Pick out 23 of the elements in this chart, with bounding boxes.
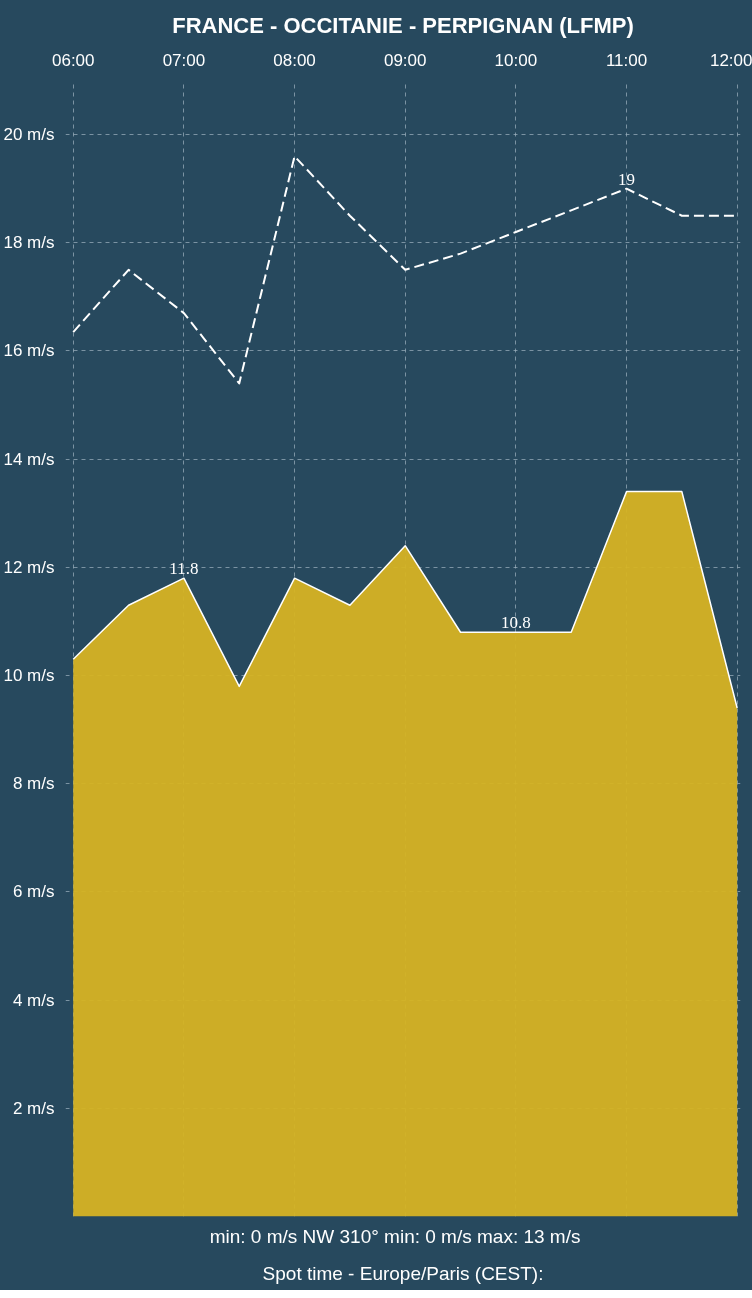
x-tick-label: 09:00 (383, 50, 427, 70)
data-label: 11.8 (169, 559, 199, 579)
x-tick-label: 08:00 (273, 50, 316, 70)
y-tick-label: 2 m/s (12, 1098, 55, 1118)
x-tick-label: 07:00 (162, 50, 206, 70)
y-tick-label: 10 m/s (3, 666, 55, 686)
x-tick-label: 06:00 (51, 50, 95, 70)
text: Spot time - Europe/Paris (CEST): (262, 1262, 544, 1284)
y-tick-label: 20 m/s (3, 125, 55, 145)
text: min: 0 m/s NW 310° min: 0 m/s max: 13 m/s (209, 1225, 581, 1247)
y-tick-label: 8 m/s (12, 774, 55, 794)
x-tick-label: 12:00 (709, 50, 752, 70)
y-tick-label: 4 m/s (12, 990, 55, 1010)
y-tick-label: 12 m/s (3, 557, 55, 577)
y-tick-label: 6 m/s (12, 882, 55, 902)
chart-title: FRANCE - OCCITANIE - PERPIGNAN (LFMP) (172, 12, 634, 38)
data-label: 10.8 (500, 613, 531, 633)
y-tick-label: 16 m/s (3, 341, 55, 361)
x-tick-label: 11:00 (605, 50, 648, 70)
data-label: 19 (618, 169, 636, 189)
y-tick-label: 18 m/s (3, 233, 55, 253)
x-tick-label: 10:00 (494, 50, 538, 70)
y-tick-label: 14 m/s (3, 449, 55, 469)
